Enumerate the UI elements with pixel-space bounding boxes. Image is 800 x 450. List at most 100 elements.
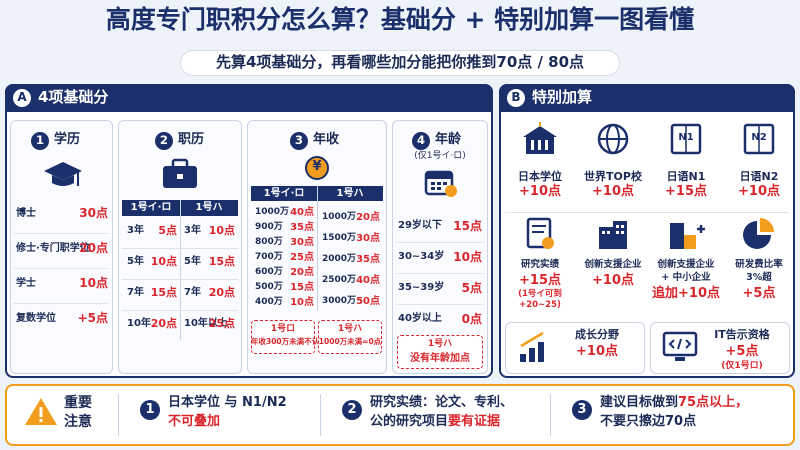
row-points: 10点 bbox=[79, 276, 108, 290]
notice-text: 75点以上， bbox=[678, 395, 749, 410]
card-number: 3 bbox=[294, 133, 304, 148]
note-box bbox=[397, 335, 483, 369]
row-label: 5年 bbox=[127, 256, 144, 267]
bonus-points: 追加+10点 bbox=[652, 286, 720, 301]
row-points: 0点 bbox=[461, 312, 482, 326]
row-label: 1000万 bbox=[322, 212, 357, 222]
row-points: 30点 bbox=[79, 206, 108, 220]
row-label: 10年 bbox=[127, 318, 151, 329]
card-number-circle bbox=[290, 132, 308, 150]
card-subtitle: (仅1号イ·ロ) bbox=[414, 151, 466, 161]
table-header-cell: 1号イ·ロ bbox=[263, 188, 305, 199]
section-b-header bbox=[499, 84, 795, 112]
notice-divider bbox=[118, 394, 119, 436]
card-number-circle bbox=[412, 132, 430, 150]
card-number-circle bbox=[155, 132, 173, 150]
section-a-header bbox=[5, 84, 493, 112]
page-title: 高度专门职积分怎么算？基础分 + 特别加算一图看懂 bbox=[105, 5, 695, 34]
row-divider bbox=[14, 268, 109, 269]
card-title: 职历 bbox=[178, 132, 205, 147]
row-label: 修士·专门职学位 bbox=[16, 243, 90, 254]
notice-line: 不可叠加 bbox=[168, 414, 221, 430]
bonus-note: (1号イ可到 bbox=[518, 289, 562, 299]
row-label: 5年 bbox=[184, 256, 201, 267]
bonus-icon bbox=[739, 122, 779, 156]
row-label: 学士 bbox=[16, 278, 36, 289]
card-number: 2 bbox=[159, 133, 169, 148]
row-label: 700万 bbox=[255, 252, 283, 262]
row-points: 20点 bbox=[79, 241, 108, 255]
notice-text: 公的研究项目 bbox=[370, 414, 449, 429]
note-box bbox=[318, 320, 382, 354]
row-label: 30~34岁 bbox=[398, 251, 445, 262]
row-points: 25点 bbox=[208, 317, 235, 330]
notice-number-circle bbox=[140, 400, 160, 420]
note-title: 1号ハ bbox=[337, 324, 363, 334]
subtitle-pill bbox=[180, 50, 620, 76]
bonus-icon-svg bbox=[670, 123, 702, 155]
bonus-label: + 中小企业 bbox=[661, 272, 711, 283]
row-points: 20点 bbox=[208, 286, 235, 299]
briefcase-icon-svg bbox=[163, 158, 197, 188]
bonus-icon bbox=[517, 330, 553, 364]
bonus-icon-svg bbox=[743, 218, 774, 249]
notice-number: 3 bbox=[577, 401, 587, 417]
row-label: 40岁以上 bbox=[398, 313, 442, 324]
table-header-cell: 1号ハ bbox=[336, 188, 364, 199]
notice-text: 日本学位 与 N1/N2 bbox=[168, 395, 287, 410]
row-points: 20点 bbox=[290, 267, 314, 278]
notice-number: 2 bbox=[347, 401, 357, 417]
bonus-label: 3%超 bbox=[746, 272, 772, 283]
icon-label: N1 bbox=[678, 132, 694, 143]
row-label: 10年以上 bbox=[184, 318, 228, 329]
row-divider bbox=[14, 303, 109, 304]
card-title: 年收 bbox=[313, 132, 340, 147]
bonus-icon-svg bbox=[599, 221, 627, 249]
warning-icon-svg bbox=[25, 398, 57, 425]
row-points: 35点 bbox=[356, 254, 380, 265]
note-title: 1号ハ bbox=[427, 339, 453, 349]
yen-icon: ¥ bbox=[312, 159, 322, 174]
note-text: 年收300万未满不认定 bbox=[251, 337, 327, 346]
bonus-label: 日语N2 bbox=[739, 170, 779, 183]
bonus-icon-svg bbox=[670, 223, 705, 249]
col-divider bbox=[180, 200, 181, 340]
card-number: 1 bbox=[35, 133, 45, 148]
bonus-icon-svg bbox=[743, 123, 775, 155]
grad-cap-icon bbox=[43, 160, 83, 190]
row-divider bbox=[122, 310, 238, 311]
card-title: 学历 bbox=[54, 132, 81, 147]
bonus-icon bbox=[520, 122, 560, 156]
bonus-label: 日本学位 bbox=[518, 170, 562, 183]
notice-title: 注意 bbox=[64, 414, 92, 430]
row-label: 900万 bbox=[255, 222, 283, 232]
notice-bar bbox=[5, 384, 795, 446]
bonus-note: (仅1号ロ) bbox=[721, 361, 763, 371]
grad-cap-icon-svg bbox=[44, 162, 82, 186]
bonus-divider bbox=[505, 212, 789, 213]
bonus-label: 成长分野 bbox=[575, 328, 619, 341]
row-label: 3年 bbox=[127, 225, 144, 236]
row-divider bbox=[14, 233, 109, 234]
notice-text: 不可叠加 bbox=[168, 414, 221, 429]
row-label: 复数学位 bbox=[16, 313, 56, 324]
row-points: 10点 bbox=[453, 250, 482, 264]
row-points: 10点 bbox=[290, 297, 314, 308]
row-label: 400万 bbox=[255, 297, 283, 307]
col-divider bbox=[317, 186, 318, 311]
bonus-icon-svg bbox=[597, 123, 629, 155]
row-points: 15点 bbox=[208, 255, 235, 268]
table-header-cell: 1号ハ bbox=[195, 202, 223, 213]
section-badge: A bbox=[17, 90, 27, 104]
briefcase-icon bbox=[160, 158, 200, 190]
note-text: 1000万未满=0点 bbox=[318, 337, 382, 346]
row-label: 800万 bbox=[255, 237, 283, 247]
row-divider bbox=[396, 304, 484, 305]
bonus-label: 创新支援企业 bbox=[657, 259, 715, 270]
row-points: +5点 bbox=[77, 311, 108, 325]
row-points: 5点 bbox=[158, 224, 177, 237]
bonus-icon bbox=[666, 217, 706, 251]
warning-icon bbox=[24, 396, 58, 426]
bonus-icon-svg bbox=[520, 331, 544, 362]
